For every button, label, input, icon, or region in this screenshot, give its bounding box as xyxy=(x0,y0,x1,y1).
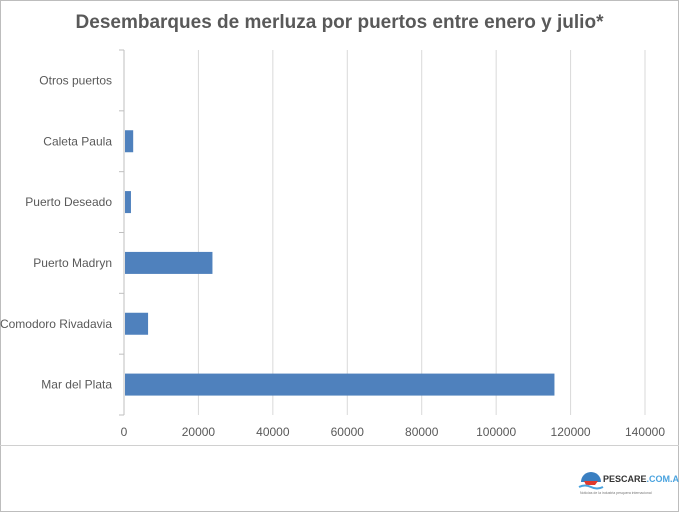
logo-name: PESCARE xyxy=(603,474,647,484)
x-tick-label: 20000 xyxy=(182,425,216,439)
logo-domain: .COM.AR xyxy=(646,474,679,484)
x-tick-label: 60000 xyxy=(331,425,365,439)
x-tick-label: 40000 xyxy=(256,425,290,439)
x-tick-label: 100000 xyxy=(476,425,516,439)
x-tick-label: 80000 xyxy=(405,425,439,439)
bar xyxy=(125,251,213,274)
bar xyxy=(125,130,134,153)
bar xyxy=(125,312,149,335)
logo-tagline: Noticias de la industria pesquera intern… xyxy=(580,491,652,495)
category-label: Mar del Plata xyxy=(41,378,112,392)
bar xyxy=(125,191,131,214)
x-tick-label: 120000 xyxy=(551,425,591,439)
footer-divider xyxy=(0,445,679,446)
boat-logo-icon xyxy=(578,472,604,490)
category-label: Otros puertos xyxy=(39,73,112,87)
bar xyxy=(125,373,555,396)
category-label: Comodoro Rivadavia xyxy=(0,317,112,331)
category-label: Caleta Paula xyxy=(43,134,112,148)
pescare-logo: PESCARE.COM.AR Noticias de la industria … xyxy=(578,468,679,500)
chart-title: Desembarques de merluza por puertos entr… xyxy=(75,12,604,33)
x-tick-label: 140000 xyxy=(625,425,665,439)
x-tick-label: 0 xyxy=(121,425,128,439)
category-label: Puerto Madryn xyxy=(33,256,112,270)
category-label: Puerto Deseado xyxy=(25,195,112,209)
